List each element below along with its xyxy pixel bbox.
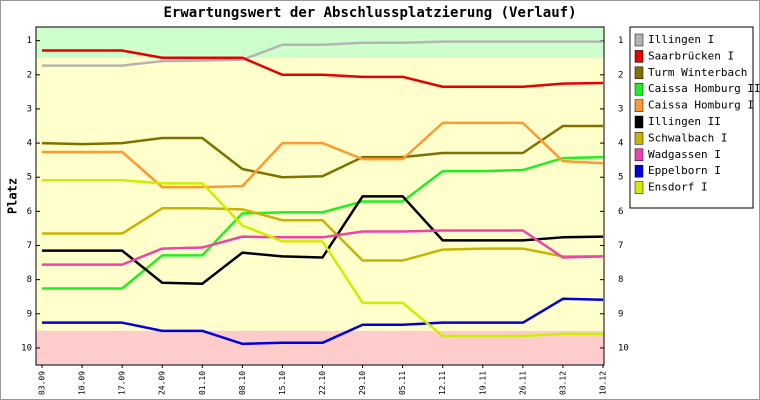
series-line: [42, 195, 604, 285]
series-line: [42, 297, 604, 346]
legend-swatch: [634, 82, 644, 96]
series-line: [42, 179, 603, 338]
chart-title: Erwartungswert der Abschlussplatzierung …: [163, 5, 576, 21]
x-tick-label: 15.10: [278, 371, 287, 395]
y-tick-label-right: 2: [618, 70, 623, 80]
legend-label: Turm Winterbach: [648, 66, 747, 79]
x-tick-label: 12.11: [438, 371, 447, 395]
x-tick-label: 10.12: [599, 371, 608, 395]
x-tick-label: 29.10: [358, 371, 367, 395]
x-tick-label: 24.09: [158, 371, 167, 395]
y-tick-label: 3: [27, 104, 32, 114]
x-tick-label: 01.10: [198, 371, 207, 395]
y-tick-label-right: 3: [618, 104, 623, 114]
y-axis-label: Platz: [6, 178, 20, 214]
y-tick-label-right: 4: [618, 139, 623, 149]
legend-swatch: [634, 181, 644, 194]
legend-label: Wadgassen I: [648, 148, 721, 161]
series-line: [41, 124, 603, 179]
y-tick-label-right: 9: [618, 309, 623, 319]
x-tick-label: 22.10: [318, 371, 327, 395]
legend-label: Schwalbach I: [648, 131, 727, 144]
x-tick-label: 10.09: [78, 371, 87, 395]
plot-frame: [35, 26, 605, 366]
legend-label: Illingen II: [648, 115, 721, 128]
y-tick-label: 2: [27, 70, 32, 80]
y-tick-label-right: 8: [618, 275, 623, 285]
legend-swatch: [634, 164, 644, 178]
band: [36, 57, 604, 331]
series-line: [42, 155, 604, 290]
legend-label: Illingen I: [648, 33, 714, 46]
legend-label: Saarbrücken I: [648, 49, 734, 62]
legend-swatch: [634, 66, 644, 80]
series-line: [42, 207, 603, 262]
legend-box: [629, 26, 754, 209]
y-tick-label: 4: [27, 139, 32, 149]
y-tick-label: 6: [27, 207, 32, 217]
y-tick-label: 8: [27, 275, 32, 285]
x-tick-label: 05.11: [398, 371, 407, 395]
x-tick-label: 08.10: [238, 371, 247, 395]
x-tick-label: 26.11: [518, 371, 527, 395]
y-tick-label-right: 6: [618, 207, 623, 217]
x-tick-label: 03.12: [558, 371, 567, 395]
y-tick-label-right: 5: [618, 173, 623, 183]
legend-swatch: [634, 99, 644, 112]
legend-swatch: [634, 132, 644, 145]
legend-swatch: [634, 33, 644, 47]
legend-swatch: [634, 50, 644, 63]
legend-label: Caissa Homburg II: [648, 82, 760, 95]
y-tick-label: 10: [21, 343, 32, 353]
y-tick-label: 5: [27, 173, 32, 183]
legend-label: Caissa Homburg I: [648, 99, 754, 112]
y-tick-label-right: 10: [618, 343, 629, 353]
y-tick-label-right: 7: [618, 241, 623, 251]
x-tick-label: 19.11: [478, 371, 487, 395]
legend-swatch: [634, 148, 644, 162]
series-line: [42, 121, 604, 189]
y-tick-label-right: 1: [618, 36, 623, 46]
x-tick-label: 17.09: [118, 371, 127, 395]
series-line: [42, 40, 603, 67]
legend-label: Eppelborn I: [648, 164, 721, 177]
series-line: [42, 229, 604, 266]
series-line: [42, 49, 604, 88]
x-tick-label: 03.09: [38, 371, 47, 395]
legend-swatch: [634, 115, 644, 129]
y-tick-label: 9: [27, 309, 32, 319]
legend-label: Ensdorf I: [648, 181, 708, 194]
y-tick-label: 1: [27, 36, 32, 46]
y-tick-label: 7: [27, 241, 32, 251]
